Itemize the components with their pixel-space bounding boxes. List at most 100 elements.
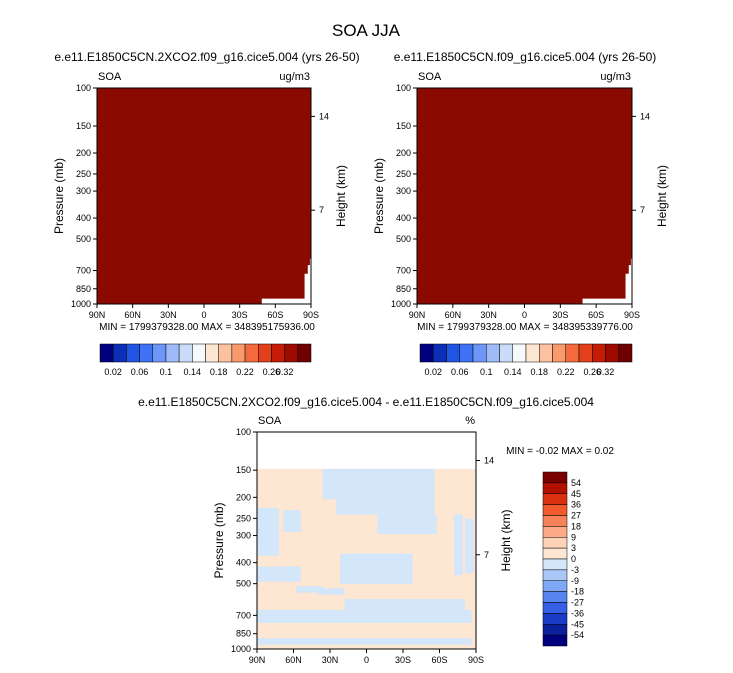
colorbar-label: 0.06	[451, 367, 469, 377]
colorbar-swatch	[446, 343, 460, 363]
colorbar-swatch	[192, 343, 206, 363]
colorbar-swatch	[271, 343, 285, 363]
field-patch	[454, 514, 463, 576]
colorbar-swatch	[605, 343, 619, 363]
colorbar-swatch	[542, 482, 568, 494]
colorbar-swatch	[512, 343, 527, 363]
colorbar-label: 0.06	[131, 367, 149, 377]
field-patch	[344, 599, 466, 610]
x-tick-label: 90N	[409, 310, 426, 320]
colorbar-swatch	[542, 558, 568, 571]
colorbar-label: -36	[571, 608, 584, 618]
y-axis-label: Pressure (mb)	[52, 158, 66, 234]
colorbar-swatch	[165, 343, 180, 363]
y-tick-label: 100	[76, 83, 91, 93]
colorbar-label: 54	[571, 478, 581, 488]
colorbar-swatch	[258, 343, 272, 363]
colorbar-swatch	[542, 580, 568, 592]
colorbar-swatch	[486, 343, 500, 363]
y-axis-label: Pressure (mb)	[212, 502, 226, 578]
colorbar-label: 0.02	[424, 367, 442, 377]
colorbar-label: -54	[571, 630, 584, 640]
y-tick-label: 100	[236, 427, 251, 437]
x-tick-label: 60S	[431, 655, 447, 665]
y-tick-label: 200	[76, 148, 91, 158]
colorbar-label: 0.32	[597, 367, 615, 377]
left-string: SOA	[98, 71, 122, 83]
y-tick-label: 1000	[71, 299, 91, 309]
colorbar-swatch	[542, 634, 568, 647]
y-tick-label: 100	[396, 83, 411, 93]
colorbar-label: 0.26	[263, 367, 281, 377]
colorbar-swatch	[552, 343, 566, 363]
y-tick-label: 500	[396, 234, 411, 244]
colorbar-swatch	[542, 547, 568, 560]
y-axis-label: Pressure (mb)	[372, 158, 386, 234]
x-tick-label: 0	[201, 310, 206, 320]
field-patch	[257, 609, 472, 623]
field-fill	[97, 88, 311, 304]
colorbar-swatch	[542, 515, 568, 527]
colorbar-swatch	[126, 343, 140, 363]
x-tick-label: 0	[522, 310, 527, 320]
colorbar-label: 0.18	[530, 367, 548, 377]
y-tick-label: 500	[236, 579, 251, 589]
y-tick-label: 850	[396, 284, 411, 294]
y-tick-label: 200	[236, 492, 251, 502]
height-tick-label: 7	[484, 550, 489, 560]
colorbar-swatch	[542, 591, 568, 603]
y-tick-label: 250	[236, 513, 251, 523]
colorbar-label: 0.22	[557, 367, 575, 377]
panel-difference: e.e11.E1850C5CN.2XCO2.f09_g16.cice5.004 …	[138, 395, 614, 665]
colorbar-swatch	[499, 343, 513, 363]
colorbar-swatch	[459, 343, 474, 363]
colorbar-swatch	[419, 343, 434, 363]
x-tick-label: 30S	[232, 310, 248, 320]
x-tick-label: 30N	[160, 310, 177, 320]
colorbar-label: -3	[571, 565, 579, 575]
colorbar-swatch	[542, 613, 568, 625]
x-tick-label: 0	[364, 655, 369, 665]
x-tick-label: 90S	[303, 310, 319, 320]
missing-region	[582, 258, 632, 304]
field-patch	[257, 507, 279, 556]
colorbar-swatch	[542, 504, 568, 516]
field-patch	[377, 514, 437, 534]
field-patch	[296, 586, 323, 593]
x-tick-label: 60N	[124, 310, 141, 320]
y-tick-label: 150	[236, 465, 251, 475]
y-tick-label: 700	[76, 266, 91, 276]
panel-title: e.e11.E1850C5CN.2XCO2.f09_g16.cice5.004 …	[54, 50, 359, 64]
colorbar-swatch	[99, 343, 114, 363]
colorbar-swatch	[152, 343, 167, 363]
left-string: SOA	[418, 71, 442, 83]
missing-region	[261, 258, 311, 304]
colorbar-label: 36	[571, 500, 581, 510]
x-tick-label: 90S	[624, 310, 640, 320]
colorbar-label: 0.02	[104, 367, 122, 377]
colorbar-label: -9	[571, 576, 579, 586]
colorbar-swatch	[205, 343, 219, 363]
colorbar-swatch	[139, 343, 153, 363]
colorbar-label: 45	[571, 489, 581, 499]
colorbar-label: 0.32	[276, 367, 294, 377]
y-axis-right-label: Height (km)	[334, 165, 348, 227]
x-tick-label: 30N	[322, 655, 339, 665]
panel-title: e.e11.E1850C5CN.2XCO2.f09_g16.cice5.004 …	[138, 395, 594, 409]
y-tick-label: 250	[396, 169, 411, 179]
x-tick-label: 90S	[468, 655, 484, 665]
colorbar-swatch	[542, 569, 568, 581]
y-tick-label: 700	[236, 610, 251, 620]
colorbar-label: 9	[571, 532, 576, 542]
y-tick-label: 300	[76, 186, 91, 196]
y-tick-label: 300	[236, 531, 251, 541]
stats-label: MIN = 1799379328.00 MAX = 348395339776.0…	[417, 322, 633, 333]
field-patch	[257, 638, 472, 645]
y-tick-label: 850	[76, 284, 91, 294]
right-string: ug/m3	[600, 71, 631, 83]
y-tick-label: 150	[396, 121, 411, 131]
x-tick-label: 30S	[395, 655, 411, 665]
colorbar-swatch	[618, 343, 633, 363]
colorbar-label: 0	[571, 554, 576, 564]
